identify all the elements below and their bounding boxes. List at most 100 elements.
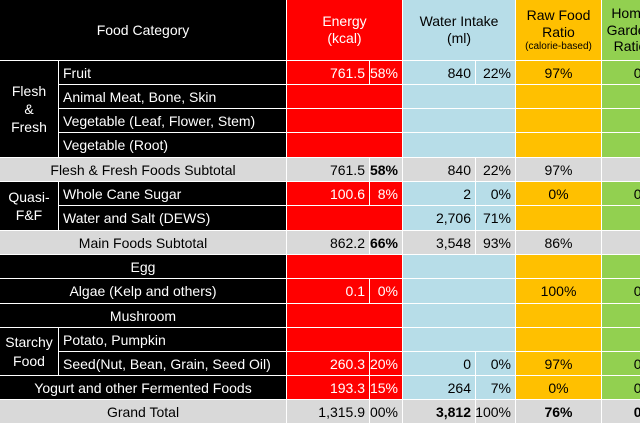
row-yogurt-home: 0% [602,376,640,399]
group-quasi-line2: F&F [15,207,43,223]
row-flesh-subtotal-water: 840 [403,158,475,181]
row-meat-name: Animal Meat, Bone, Skin [59,85,286,108]
row-yogurt-energy: 193.3 [287,376,369,399]
row-fruit-raw: 97% [516,61,601,84]
row-egg-home [602,255,640,278]
row-veg-root-raw [516,133,601,157]
group-starchy-line2: Food [13,352,45,369]
group-flesh-line1: Flesh [11,82,47,99]
row-main-subtotal-home [602,231,640,254]
row-veg-root-home [602,133,640,157]
row-algae-water [403,279,515,303]
row-main-subtotal-name: Main Foods Subtotal [0,231,286,254]
row-yogurt-energy-pct: 15% [370,376,402,399]
header-raw-label2: Ratio [542,24,575,40]
header-raw-label1: Raw Food [526,7,591,24]
header-energy-unit: (kcal) [327,30,362,46]
group-flesh-line3: Fresh [11,119,47,136]
row-yogurt-name: Yogurt and other Fermented Foods [0,376,286,399]
row-water-salt-water: 2,706 [403,206,475,230]
row-sugar-energy: 100.6 [287,182,369,205]
group-flesh-fresh: Flesh & Fresh [0,61,58,157]
header-water: Water Intake (ml) [403,0,515,60]
row-veg-leaf-name: Vegetable (Leaf, Flower, Stem) [59,109,286,132]
row-fruit-energy-pct: 58% [370,61,402,84]
row-seed-home: 0% [602,352,640,375]
row-seed-water: 0 [403,352,475,375]
row-water-salt-home [602,206,640,230]
row-fruit-home: 0% [602,61,640,84]
header-home-label3: Ratio [613,38,640,55]
row-fruit-water-pct: 22% [476,61,515,84]
header-food-category: Food Category [0,0,286,60]
row-mushroom-home [602,304,640,327]
row-mushroom-raw [516,304,601,327]
row-sugar-energy-pct: 8% [370,182,402,205]
header-raw-note: (calorie-based) [525,40,592,52]
row-veg-leaf-water [403,109,515,132]
row-flesh-subtotal-energy: 761.5 [287,158,369,181]
row-yogurt-water-pct: 7% [476,376,515,399]
row-egg-name: Egg [0,255,286,278]
row-meat-raw [516,85,601,108]
row-veg-root-energy [287,133,402,157]
row-main-subtotal-water: 3,548 [403,231,475,254]
row-mushroom-water [403,304,515,327]
row-seed-energy: 260.3 [287,352,369,375]
group-starchy-line1: Starchy [5,334,53,351]
group-quasi-ff: Quasi- F&F [0,182,58,230]
row-veg-leaf-home [602,109,640,132]
row-egg-energy [287,255,402,278]
header-energy-label: Energy [322,13,367,30]
row-sugar-water: 2 [403,182,475,205]
row-yogurt-raw: 0% [516,376,601,399]
row-mushroom-energy [287,304,402,327]
row-potato-name: Potato, Pumpkin [59,328,286,351]
row-algae-name: Algae (Kelp and others) [0,279,286,303]
row-seed-energy-pct: 20% [370,352,402,375]
group-starchy-food: Starchy Food [0,328,58,375]
row-water-salt-name: Water and Salt (DEWS) [59,206,286,230]
row-sugar-raw: 0% [516,182,601,205]
row-algae-home: 0% [602,279,640,303]
row-fruit-water: 840 [403,61,475,84]
row-veg-root-water [403,133,515,157]
header-raw-food: Raw Food Ratio (calorie-based) [516,0,601,60]
header-home-label2: Garden [606,21,640,38]
row-main-subtotal-water-pct: 93% [476,231,515,254]
row-seed-water-pct: 0% [476,352,515,375]
row-water-salt-water-pct: 71% [476,206,515,230]
row-main-subtotal-raw: 86% [516,231,601,254]
header-energy: Energy (kcal) [287,0,402,60]
row-potato-energy [287,328,402,351]
row-meat-home [602,85,640,108]
row-sugar-name: Whole Cane Sugar [59,182,286,205]
row-potato-home [602,328,640,351]
row-fruit-name: Fruit [59,61,286,84]
row-egg-raw [516,255,601,278]
row-yogurt-water: 264 [403,376,475,399]
header-water-label: Water Intake [419,13,499,30]
row-seed-raw: 97% [516,352,601,375]
row-sugar-water-pct: 0% [476,182,515,205]
row-main-subtotal-energy: 862.2 [287,231,369,254]
row-algae-raw: 100% [516,279,601,303]
row-veg-leaf-energy [287,109,402,132]
row-main-subtotal-energy-pct: 66% [370,231,402,254]
row-seed-name: Seed(Nut, Bean, Grain, Seed Oil) [59,352,286,375]
group-flesh-line2: & [24,100,34,117]
row-algae-energy-pct: 0% [370,279,402,303]
row-sugar-home: 0% [602,182,640,205]
row-mushroom-name: Mushroom [0,304,286,327]
row-egg-water [403,255,515,278]
row-algae-energy: 0.1 [287,279,369,303]
header-home-garden: Home Garden Ratio [602,0,640,60]
header-food-category-text: Food Category [96,22,190,38]
header-water-unit: (ml) [446,30,472,46]
row-potato-raw [516,328,601,351]
row-meat-energy [287,85,402,108]
row-potato-water [403,328,515,351]
row-flesh-subtotal-name: Flesh & Fresh Foods Subtotal [0,158,286,181]
row-flesh-subtotal-water-pct: 22% [476,158,515,181]
